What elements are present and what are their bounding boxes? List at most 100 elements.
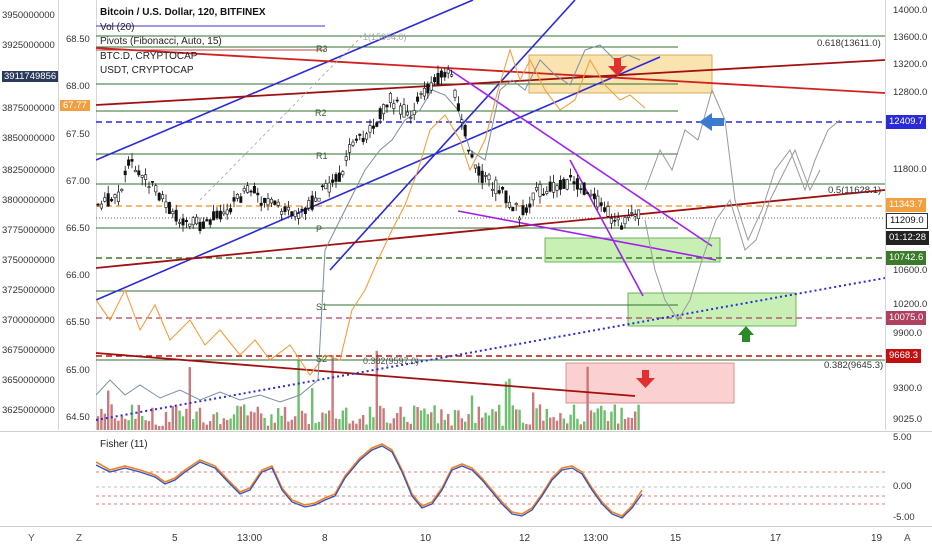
volume-bar (256, 406, 259, 430)
candle-body (487, 174, 491, 180)
btcd-overlay-label[interactable]: BTC.D, CRYPTOCAP (100, 50, 198, 62)
time-axis[interactable] (0, 526, 932, 551)
usdt-overlay-label[interactable]: USDT, CRYPTOCAP (100, 65, 194, 76)
candle-body (385, 104, 389, 108)
candle-body (395, 99, 399, 102)
candle-body (552, 182, 556, 193)
dominance-axis[interactable]: 68.50 68.00 67.77 67.50 67.00 66.50 66.0… (58, 0, 97, 430)
volume-bar (562, 418, 565, 430)
left-axis-tick: 3700000000 (2, 315, 55, 326)
volume-bar (433, 405, 436, 430)
candle-body (375, 122, 379, 127)
volume-bar (345, 407, 348, 430)
candle-body (303, 207, 307, 214)
candle-body (582, 182, 586, 195)
candle-body (324, 183, 328, 190)
volume-bar (426, 414, 429, 430)
candle-body (310, 195, 314, 210)
volume-bar (219, 424, 222, 430)
volume-bar (300, 410, 304, 430)
mid-axis-tick: 66.00 (66, 270, 90, 281)
volume-bar (328, 410, 331, 430)
candle-body (96, 203, 100, 206)
right-price-axis[interactable] (885, 0, 932, 430)
pivot-label-r1: R1 (316, 151, 328, 161)
log-scale-toggle[interactable]: Y (28, 533, 35, 544)
volume-bar (474, 422, 477, 430)
fisher-indicator-pane[interactable] (0, 431, 932, 527)
candle-body (103, 197, 107, 202)
volume-bar (511, 405, 514, 430)
left-price-axis[interactable]: 3950000000 3925000000 3911749856 3875000… (0, 0, 59, 430)
candle-body (290, 211, 294, 217)
volume-bar (559, 413, 562, 430)
candle-body (470, 154, 474, 158)
volume-bar (467, 414, 470, 430)
right-axis-tick: 12800.0 (893, 87, 928, 98)
candle-body (535, 187, 539, 191)
mid-axis-tick: 65.00 (66, 365, 90, 376)
volume-bar (396, 412, 399, 430)
candle-body (507, 201, 511, 208)
volume-bar (283, 406, 287, 430)
volume-bar (243, 404, 246, 430)
candle-body (524, 207, 528, 213)
mid-axis-tick: 65.50 (66, 317, 90, 328)
pivots-indicator-label[interactable]: Pivots (Fibonacci, Auto, 15) (100, 36, 222, 47)
candle-body (174, 209, 178, 222)
volume-bar (103, 413, 106, 430)
candle-body (354, 138, 358, 141)
volume-bar (620, 407, 623, 430)
volume-indicator-label[interactable]: Vol (20) (100, 21, 135, 33)
right-axis-tick: 13600.0 (893, 32, 928, 43)
fisher-label[interactable]: Fisher (11) (100, 439, 148, 450)
candle-body (518, 217, 522, 221)
time-label: 15 (670, 533, 682, 544)
btc-dominance-line (96, 48, 646, 376)
volume-bar (399, 406, 402, 430)
volume-bar (158, 425, 161, 430)
candle-body (348, 144, 352, 153)
volume-bar (137, 404, 140, 430)
volume-bar (355, 423, 358, 430)
volume-bar (338, 419, 341, 430)
mid-axis-tick: 66.50 (66, 223, 90, 234)
volume-bar (413, 405, 416, 430)
volume-bar (168, 421, 171, 430)
candle-body (388, 93, 392, 103)
volume-bar (566, 423, 569, 430)
volume-bar (209, 421, 212, 430)
candle-body (351, 141, 355, 146)
candle-body (463, 124, 467, 137)
candle-body (565, 179, 569, 190)
volume-bar (617, 423, 620, 430)
candle-body (436, 72, 440, 85)
zoom-toggle[interactable]: Z (76, 533, 83, 544)
candle-body (575, 178, 579, 190)
time-label: 5 (172, 533, 178, 544)
left-axis-tick: 3875000000 (2, 103, 55, 114)
volume-bar (545, 408, 548, 430)
volume-bar (195, 411, 198, 430)
volume-bar (331, 355, 334, 430)
auto-scale-toggle[interactable]: A (904, 533, 911, 544)
symbol-title[interactable]: Bitcoin / U.S. Dollar, 120, BITFINEX (100, 7, 266, 18)
volume-bar (508, 378, 511, 430)
right-axis-tick: 13200.0 (893, 59, 928, 70)
volume-bar (198, 407, 202, 430)
candle-body (358, 133, 362, 136)
fib-label-382: 0.382(9645.3) (824, 360, 884, 371)
mid-axis-current-tag: 67.77 (60, 100, 90, 111)
time-label: 17 (770, 533, 782, 544)
left-axis-tick: 3800000000 (2, 195, 55, 206)
candle-body (320, 185, 324, 188)
volume-bar (419, 410, 423, 430)
candle-body (256, 192, 260, 196)
left-axis-tick: 3725000000 (2, 285, 55, 296)
volume-bar (212, 414, 215, 430)
price-chart[interactable] (96, 0, 885, 430)
candle-body (133, 170, 137, 173)
fib-label-382-left: 0.382(9597.0) (363, 356, 420, 366)
volume-bar (586, 366, 589, 430)
volume-bar (175, 406, 178, 430)
